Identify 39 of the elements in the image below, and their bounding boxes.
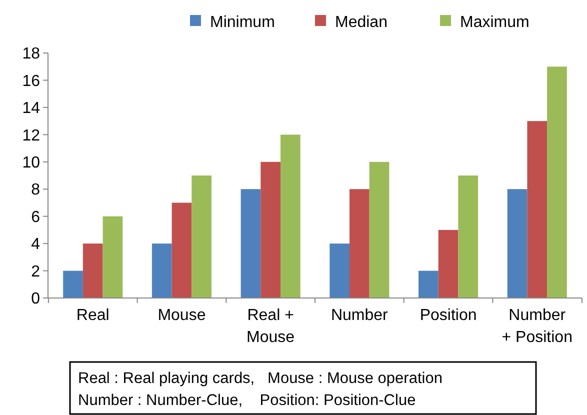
bar bbox=[102, 216, 123, 298]
y-tick-label: 2 bbox=[31, 263, 40, 280]
bar bbox=[82, 244, 103, 298]
bar bbox=[240, 189, 261, 298]
bar bbox=[152, 244, 172, 298]
bar bbox=[172, 202, 192, 298]
x-tick-label: Real bbox=[76, 307, 110, 324]
x-tick-label: Number bbox=[330, 307, 389, 324]
x-tick-label: Position bbox=[420, 307, 477, 324]
bar bbox=[280, 134, 300, 298]
bar bbox=[458, 176, 478, 298]
bar bbox=[438, 230, 458, 298]
x-tick-label: Mouse bbox=[158, 307, 206, 324]
text: Real : Real playing cards, Mouse : Mouse operation bbox=[78, 370, 442, 387]
bar bbox=[260, 162, 280, 298]
legend-label: Median bbox=[335, 14, 388, 31]
bar bbox=[418, 270, 438, 298]
y-tick-label: 16 bbox=[22, 72, 40, 90]
legend-label: Minimum bbox=[210, 14, 275, 31]
y-tick-label: 0 bbox=[31, 290, 40, 308]
y-tick-label: 6 bbox=[31, 208, 40, 226]
bar bbox=[527, 121, 548, 298]
bar bbox=[330, 244, 350, 298]
y-tick-label: 10 bbox=[22, 154, 40, 172]
bar bbox=[350, 189, 370, 298]
bar bbox=[192, 176, 212, 298]
y-tick-label: 18 bbox=[22, 46, 40, 63]
y-tick-label: 8 bbox=[31, 182, 40, 199]
x-tick-label: Real + Mouse bbox=[246, 307, 295, 346]
y-tick-label: 12 bbox=[22, 127, 40, 144]
text: Number : Number-Clue, Position: Position-Clue bbox=[78, 392, 416, 409]
y-tick-label: 14 bbox=[22, 100, 40, 118]
legend-label: Maximum bbox=[460, 14, 530, 31]
bar bbox=[63, 270, 83, 298]
bar bbox=[507, 189, 528, 298]
y-tick-label: 4 bbox=[31, 236, 40, 254]
x-tick-label: Number + Position bbox=[502, 307, 572, 346]
bar bbox=[547, 66, 567, 298]
bar bbox=[369, 162, 390, 298]
